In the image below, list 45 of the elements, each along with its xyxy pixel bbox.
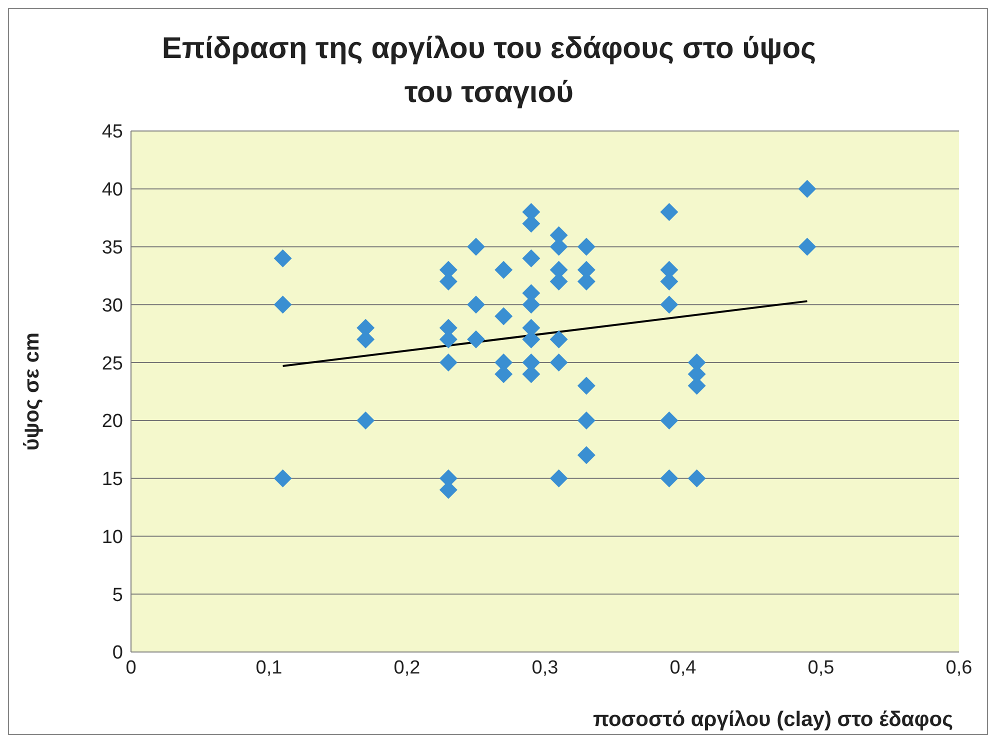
x-tick-label: 0 — [126, 657, 136, 678]
x-tick-label: 0,1 — [256, 657, 282, 678]
y-tick-label: 35 — [102, 238, 123, 259]
point — [798, 180, 816, 198]
point — [467, 296, 485, 314]
point — [494, 307, 513, 326]
point — [660, 411, 678, 430]
point — [494, 260, 513, 279]
point — [688, 469, 706, 488]
y-tick-label: 30 — [102, 295, 123, 316]
point — [577, 238, 596, 256]
x-axis-title: ποσοστό αργίλου (clay) στο έδαφος — [592, 708, 954, 731]
x-tick-label: 0,6 — [946, 657, 972, 678]
point — [439, 354, 458, 372]
y-tick-label: 5 — [112, 584, 123, 606]
y-axis-title: ύψος σε cm — [20, 332, 44, 451]
chart-title: Επίδραση της αργίλου του εδάφους στο ύψος του τσαγιού — [160, 31, 818, 111]
y-tick-label: 15 — [102, 469, 123, 490]
point — [550, 330, 568, 348]
point — [467, 238, 485, 256]
point — [467, 330, 485, 348]
y-tick-label: 10 — [102, 526, 123, 548]
point — [660, 469, 678, 488]
y-tick-label: 45 — [102, 122, 123, 143]
x-tick-label: 0,3 — [532, 657, 558, 678]
point — [577, 376, 596, 395]
x-tick-label: 0,4 — [670, 657, 697, 678]
point — [274, 296, 292, 314]
point — [798, 238, 816, 256]
x-tick-label: 0,5 — [808, 657, 834, 678]
y-tick-label: 40 — [102, 180, 123, 201]
x-tick-label: 0,2 — [394, 657, 420, 678]
point — [660, 296, 678, 314]
point — [577, 446, 596, 464]
point — [550, 469, 568, 488]
y-tick-label: 25 — [102, 353, 123, 374]
y-tick-label: 20 — [102, 411, 123, 432]
point — [274, 249, 292, 268]
y-tick-label: 0 — [112, 642, 123, 664]
point — [274, 469, 292, 488]
point — [550, 354, 568, 372]
point — [660, 203, 678, 222]
point — [577, 411, 596, 430]
point — [522, 249, 540, 268]
point — [356, 411, 375, 430]
